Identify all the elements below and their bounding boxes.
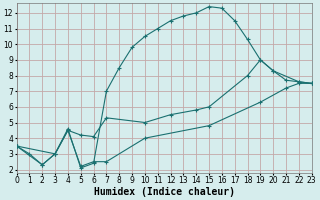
X-axis label: Humidex (Indice chaleur): Humidex (Indice chaleur): [94, 186, 235, 197]
